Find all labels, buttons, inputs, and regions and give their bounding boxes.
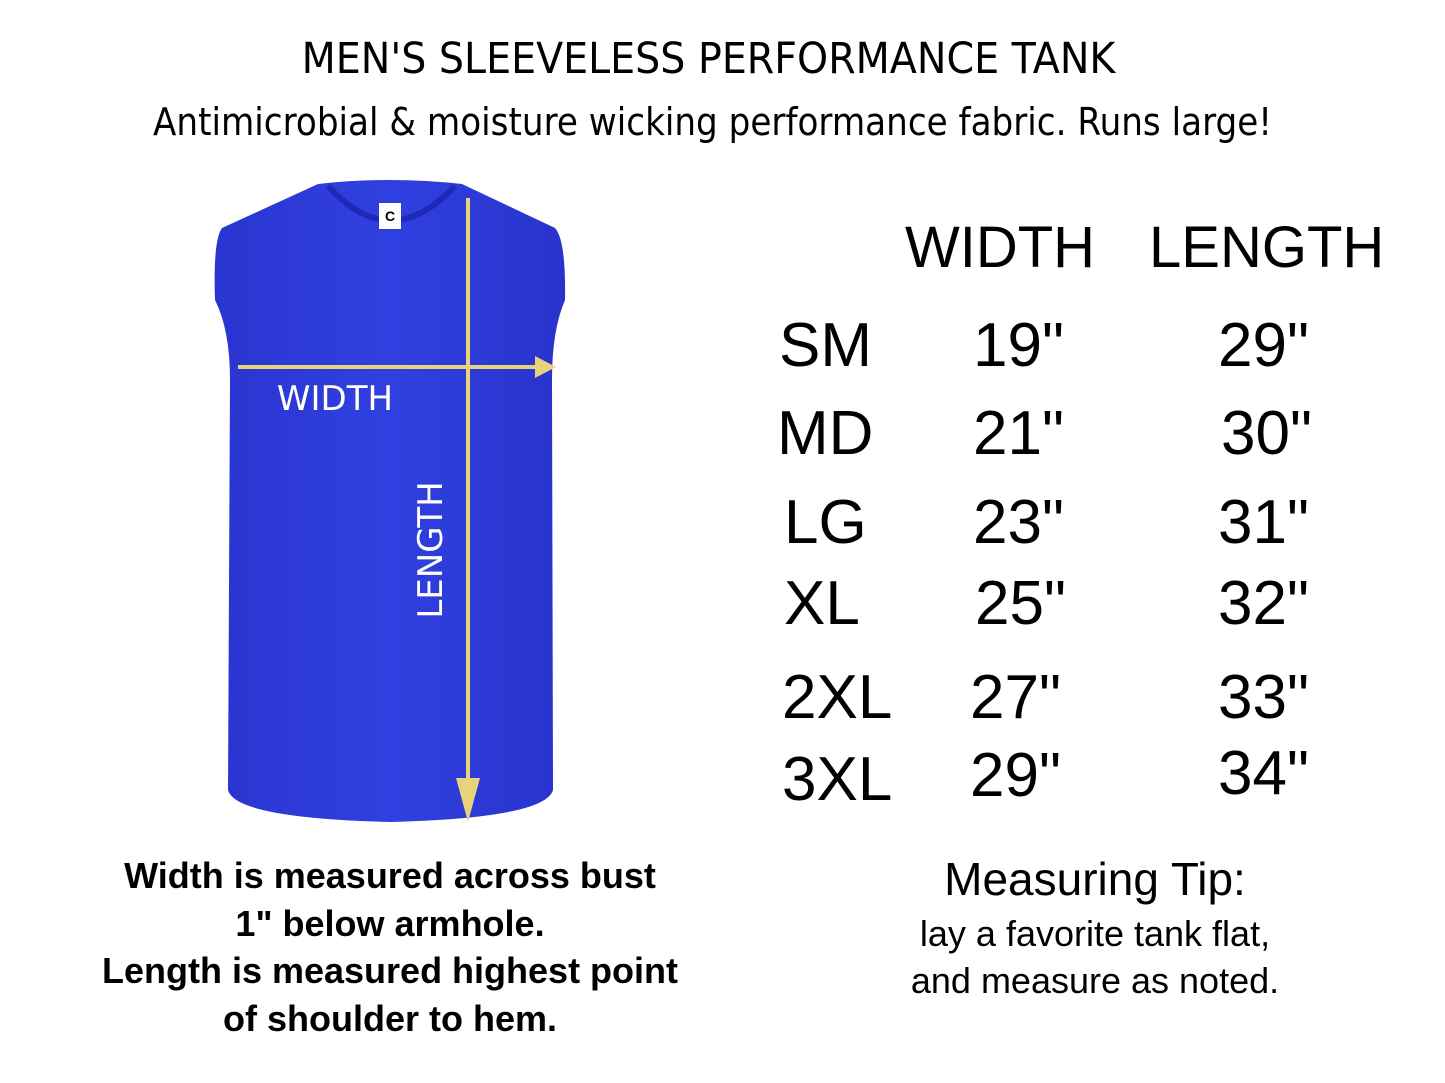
length-value: 29" (1218, 311, 1309, 380)
width-value: 21" (973, 399, 1064, 468)
header-width: WIDTH (905, 215, 1096, 280)
tip-line: lay a favorite tank flat, (919, 913, 1271, 954)
length-value: 30" (1221, 399, 1312, 468)
width-value: 19" (973, 311, 1064, 380)
size-label: LG (784, 488, 867, 557)
width-value: 29" (970, 741, 1061, 810)
width-value: 27" (970, 663, 1061, 732)
page-title: MEN'S SLEEVELESS PERFORMANCE TANK (301, 34, 1116, 84)
tank-body (214, 180, 566, 822)
tip-text: lay a favorite tank flat, and measure as… (860, 910, 1330, 1004)
page-subtitle: Antimicrobial & moisture wicking perform… (153, 100, 1272, 144)
length-value: 33" (1218, 663, 1309, 732)
length-value: 32" (1218, 569, 1309, 638)
tank-illustration: C WIDTH LENGTH (214, 180, 566, 822)
width-arrow-head (535, 356, 556, 378)
length-label: LENGTH (411, 481, 451, 618)
note-line: of shoulder to hem. (222, 997, 557, 1039)
brand-logo: C (379, 203, 401, 229)
length-value: 31" (1218, 488, 1309, 557)
size-label: XL (784, 569, 860, 638)
tip-line: and measure as noted. (910, 960, 1280, 1001)
size-label: 3XL (782, 745, 893, 814)
size-label: SM (779, 311, 872, 380)
header-length: LENGTH (1149, 215, 1385, 280)
note-line: Length is measured highest point (101, 950, 679, 991)
note-line: 1" below armhole. (235, 902, 545, 944)
tip-heading: Measuring Tip: (944, 853, 1246, 905)
width-value: 23" (973, 488, 1064, 557)
width-value: 25" (975, 569, 1066, 638)
length-arrow-head (456, 778, 480, 822)
measurement-notes: Width is measured across bust 1" below a… (40, 852, 740, 1042)
length-value: 34" (1218, 739, 1309, 808)
size-label: MD (777, 399, 874, 468)
note-line: Width is measured across bust (124, 855, 656, 896)
size-label: 2XL (782, 663, 893, 732)
svg-text:C: C (385, 208, 395, 224)
width-label: WIDTH (277, 379, 393, 419)
